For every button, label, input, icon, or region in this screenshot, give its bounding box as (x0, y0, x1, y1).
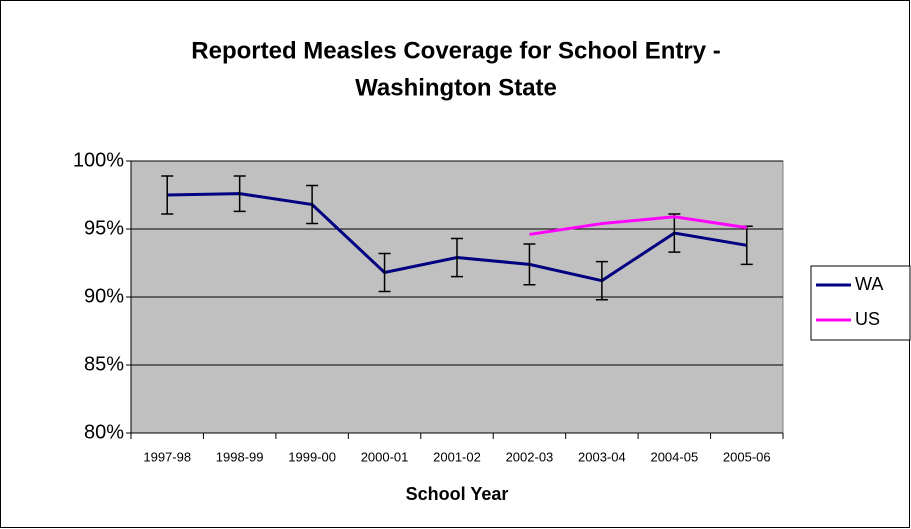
x-tick-label: 2002-03 (506, 449, 554, 464)
error-bar (668, 213, 681, 253)
x-tick-label: 2004-05 (650, 449, 698, 464)
error-bar (451, 237, 463, 278)
y-tick-label: 90% (84, 285, 124, 307)
error-bar (523, 243, 536, 286)
series-line (529, 215, 748, 236)
chart-title: Reported Measles Coverage for School Ent… (191, 37, 720, 64)
error-bar (378, 252, 391, 293)
legend-box (810, 265, 911, 341)
error-bar (306, 184, 319, 225)
x-tick-label: 1997-98 (143, 449, 191, 464)
x-tick-label: 1999-00 (288, 449, 336, 464)
x-tick-label: 2003-04 (578, 449, 626, 464)
x-tick-label: 2005-06 (723, 449, 771, 464)
x-tick-label: 2001-02 (433, 449, 481, 464)
legend-label: WA (855, 274, 883, 294)
x-tick-label: 1998-99 (216, 449, 264, 464)
x-tick-label: 2000-01 (361, 449, 409, 464)
legend-label: US (855, 309, 880, 329)
error-bar (233, 175, 246, 213)
y-tick-label: 100% (73, 149, 124, 171)
error-bar (595, 260, 608, 301)
chart-title: Washington State (355, 74, 557, 101)
error-bar (161, 175, 174, 215)
y-tick-label: 85% (84, 353, 124, 375)
y-tick-label: 95% (84, 217, 124, 239)
y-tick-label: 80% (84, 421, 124, 443)
x-axis-label: School Year (406, 484, 509, 504)
